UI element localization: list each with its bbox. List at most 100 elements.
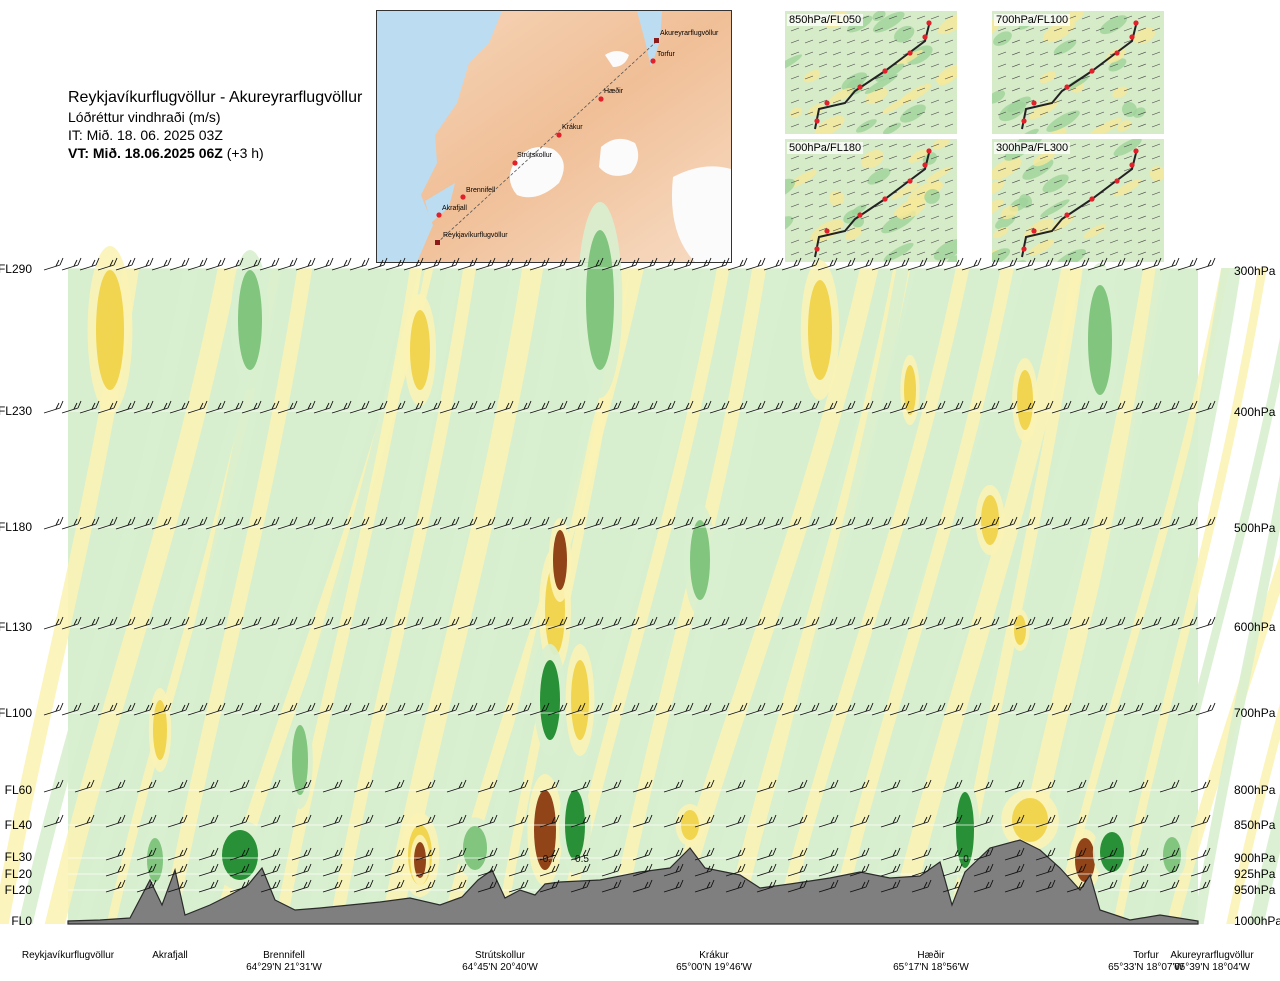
mini-map-barb: [902, 227, 912, 232]
mini-map-barb: [1025, 251, 1035, 256]
mini-map-barb: [1109, 123, 1119, 128]
wind-barb: [133, 702, 154, 716]
mini-map-cell: [1017, 128, 1039, 134]
wind-barb: [415, 814, 436, 828]
mini-map-barb: [790, 215, 800, 220]
mini-map-barb: [846, 167, 856, 172]
field-band: [860, 268, 1079, 924]
mini-map-500-title: 500hPa/FL180: [787, 142, 864, 154]
mini-map-barb: [997, 123, 1007, 128]
mini-map-barb: [860, 39, 870, 44]
wind-barb: [1051, 516, 1072, 530]
wind-barb: [539, 779, 560, 793]
wind-barb: [973, 863, 994, 877]
wind-barb: [1097, 779, 1118, 793]
wind-barb: [493, 616, 514, 630]
mini-map-barb: [1067, 63, 1077, 68]
mini-map-cell: [906, 45, 933, 65]
mini-map-barb: [846, 39, 856, 44]
mini-map-barb: [860, 203, 870, 208]
mini-map-barb: [888, 111, 898, 116]
wind-barb: [1087, 257, 1108, 271]
wind-barb: [539, 814, 560, 828]
mini-map-barb: [1025, 99, 1035, 104]
valid-time-bold: VT: Mið. 18.06.2025 06Z: [68, 145, 223, 161]
mini-map-barb: [902, 39, 912, 44]
wind-barb: [61, 257, 82, 271]
mini-map-barb: [1081, 179, 1091, 184]
wind-barb: [835, 257, 856, 271]
field-band: [380, 268, 544, 924]
mini-map-point: [926, 148, 932, 154]
mini-map-barb: [804, 75, 814, 80]
mini-map-barb: [874, 63, 884, 68]
wind-barb: [313, 516, 334, 530]
mini-map-barb: [832, 179, 842, 184]
mini-map-barb: [1081, 251, 1091, 256]
issue-time: IT: Mið. 18. 06. 2025 03Z: [68, 127, 223, 143]
wind-barb: [1004, 879, 1025, 893]
wind-barb: [817, 702, 838, 716]
mini-map-cell: [1113, 179, 1142, 197]
wind-barb: [1051, 257, 1072, 271]
wind-barb: [439, 516, 460, 530]
mini-map-cell: [1099, 15, 1128, 35]
mini-map-cell: [1133, 27, 1156, 45]
fl-label-0: FL290: [0, 262, 32, 276]
mini-map-barb: [888, 99, 898, 104]
mini-map-barb: [1123, 15, 1133, 20]
wind-barb: [115, 516, 136, 530]
wind-barb: [1105, 400, 1126, 414]
mini-map-barb: [1011, 75, 1021, 80]
wind-barb: [115, 616, 136, 630]
wind-barb: [817, 616, 838, 630]
wind-barb: [619, 400, 640, 414]
mini-map-barb: [1095, 15, 1105, 20]
wind-barb: [367, 516, 388, 530]
wind-barb: [1195, 702, 1216, 716]
mini-map-barb: [1011, 203, 1021, 208]
wind-barb: [169, 516, 190, 530]
mini-map-barb: [1081, 167, 1091, 172]
waypoint-7-coord: 65°39'N 18°04'W: [1174, 962, 1250, 973]
mini-map-point: [1133, 148, 1139, 154]
mini-map-barb: [1011, 167, 1021, 172]
mini-map-barb: [1025, 239, 1035, 244]
mini-map-barb: [1039, 215, 1049, 220]
mini-map-barb: [944, 51, 954, 56]
wind-barb: [291, 779, 312, 793]
field-band: [161, 268, 313, 924]
mini-map-barb: [1053, 99, 1063, 104]
wind-barb: [493, 702, 514, 716]
mini-map-barb: [916, 203, 926, 208]
wind-barb: [787, 863, 808, 877]
mini-map-barb: [1025, 155, 1035, 160]
mini-map-barb: [1067, 251, 1077, 256]
waypoint-1: Akrafjall: [152, 950, 188, 962]
mini-map-barb: [1053, 75, 1063, 80]
wind-barb: [1087, 400, 1108, 414]
wind-barb: [853, 257, 874, 271]
wind-barb: [1123, 702, 1144, 716]
mini-map-barb: [818, 99, 828, 104]
wind-barb: [725, 779, 746, 793]
mini-map-barb: [832, 203, 842, 208]
mini-map-barb: [874, 15, 884, 20]
wind-barb: [601, 702, 622, 716]
wind-barb: [727, 702, 748, 716]
waypoint-3-coord: 64°45'N 20°40'W: [462, 962, 538, 973]
wind-barb: [74, 814, 95, 828]
mini-map-barb: [888, 39, 898, 44]
wind-barb: [187, 516, 208, 530]
wind-barb: [43, 616, 64, 630]
mini-map-barb: [874, 227, 884, 232]
wind-barb: [151, 257, 172, 271]
mini-map-barb: [902, 167, 912, 172]
wind-barb: [1159, 863, 1180, 877]
wind-barb: [260, 863, 281, 877]
mini-map-barb: [804, 99, 814, 104]
mini-map-barb: [874, 167, 884, 172]
mini-map-barb: [1123, 51, 1133, 56]
wind-barb: [367, 257, 388, 271]
wind-barb: [763, 257, 784, 271]
